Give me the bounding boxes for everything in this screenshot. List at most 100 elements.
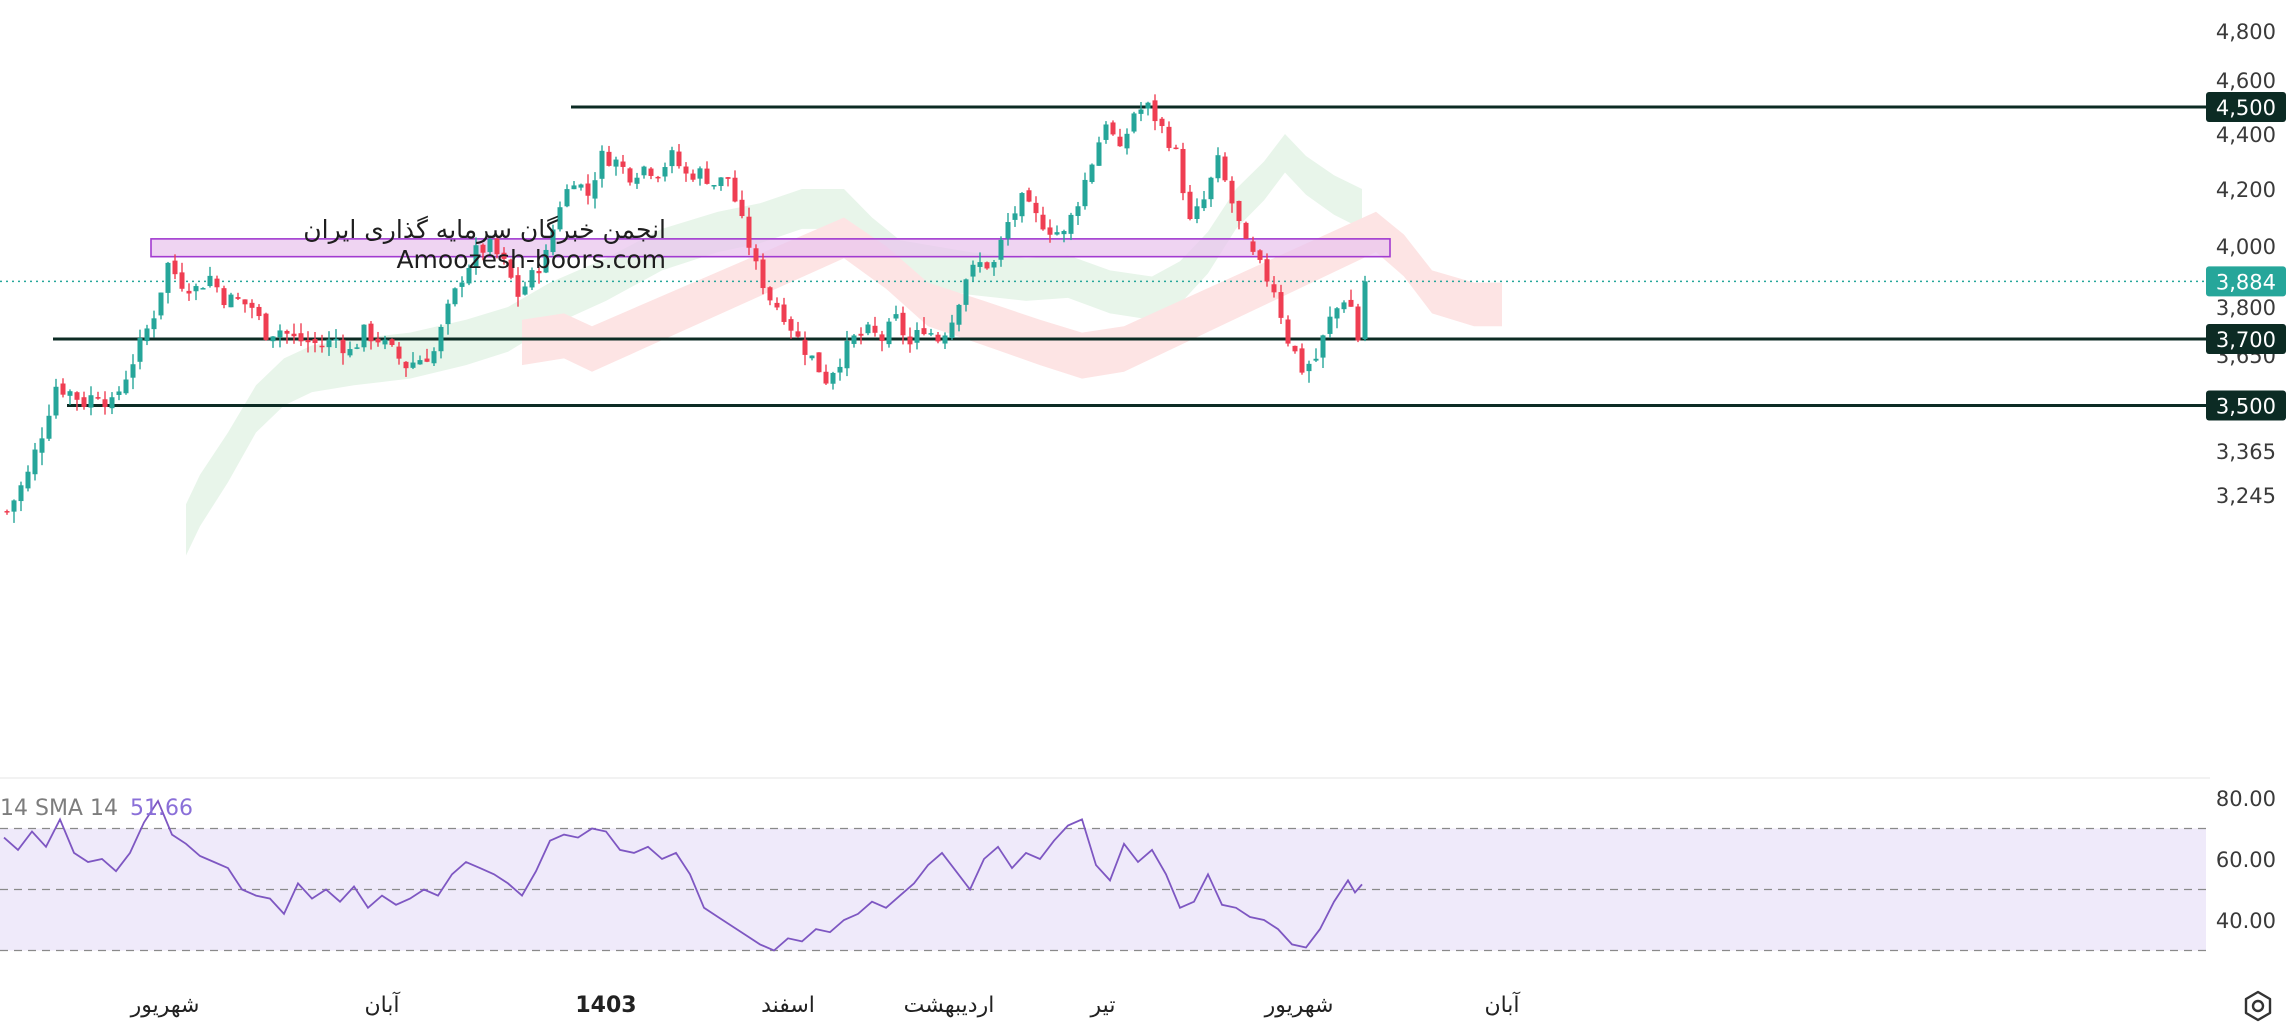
candle-body (53, 386, 59, 416)
candle-body (683, 166, 689, 174)
candle-body (571, 185, 577, 190)
candle-body (1117, 136, 1123, 147)
candle-body (438, 326, 444, 352)
candle-body (375, 338, 381, 343)
candle-body (1271, 284, 1277, 293)
price-tick-label: 3,800 (2216, 296, 2276, 320)
candle-body (1145, 102, 1151, 109)
candle-body (1075, 206, 1081, 216)
candle-body (1173, 147, 1179, 150)
candle-body (116, 391, 122, 395)
candle-body (1159, 118, 1165, 127)
candle-body (158, 292, 164, 316)
candle-body (74, 392, 80, 400)
gear-icon[interactable] (2240, 988, 2276, 1024)
candle-body (130, 364, 136, 378)
candle-body (494, 238, 500, 255)
candle-body (1054, 232, 1060, 235)
candle-body (1089, 164, 1095, 183)
candle-body (998, 239, 1004, 260)
candle-body (312, 339, 318, 344)
candle-body (263, 313, 269, 340)
time-tick-label: تیر (1090, 993, 1116, 1018)
candle-body (102, 399, 108, 408)
candle-body (18, 485, 24, 502)
candle-body (907, 336, 913, 345)
candle-body (1285, 319, 1291, 344)
candle-body (11, 500, 17, 512)
candle-body (676, 151, 682, 167)
candle-body (802, 339, 808, 355)
price-tick-label: 4,000 (2216, 235, 2276, 259)
candle-body (1201, 199, 1207, 209)
candle-body (900, 312, 906, 336)
candle-body (67, 391, 73, 396)
candle-body (123, 379, 129, 394)
candle-body (746, 216, 752, 248)
price-tick-label: 4,600 (2216, 69, 2276, 93)
candle-body (277, 330, 283, 338)
candle-body (949, 322, 955, 339)
candle-body (970, 264, 976, 277)
candle-body (1138, 109, 1144, 114)
candle-body (235, 297, 241, 299)
level-price-badge[interactable] (2206, 92, 2286, 122)
current-price-badge[interactable] (2206, 266, 2286, 297)
candle-body (1362, 281, 1368, 339)
time-tick-label: اردیبهشت (904, 993, 995, 1018)
time-tick-label: شهریور (1264, 993, 1334, 1018)
candle-body (1257, 250, 1263, 260)
resistance-zone-box (150, 238, 1391, 258)
candle-body (4, 511, 10, 513)
candle-body (816, 352, 822, 373)
candle-body (1047, 227, 1053, 235)
time-tick-label: آبان (364, 991, 400, 1018)
price-badge-label: 3,700 (2216, 328, 2276, 352)
candle-body (25, 471, 31, 489)
level-price-badge[interactable] (2206, 390, 2286, 421)
price-badge-label: 3,884 (2216, 270, 2276, 294)
price-badge-label: 4,500 (2216, 96, 2276, 120)
watermark-url: Amoozesh-boors.com (396, 245, 666, 274)
candle-body (1306, 363, 1312, 372)
candle-body (886, 321, 892, 345)
candle-body (865, 324, 871, 334)
time-axis[interactable]: شهریور آبان 1403 اسفند اردیبهشت تیر شهریور آبان (130, 991, 1521, 1018)
candle-body (1124, 133, 1130, 149)
candle-body (991, 262, 997, 268)
rsi-tick-label: 40.00 (2216, 909, 2276, 933)
candle-body (1166, 126, 1172, 148)
candle-body (781, 304, 787, 322)
candle-body (557, 207, 563, 230)
support-resistance-levels (0, 105, 2206, 408)
candle-body (599, 150, 605, 179)
level-price-badge[interactable] (2206, 324, 2286, 354)
candle-body (368, 323, 374, 342)
candle-body (424, 358, 430, 362)
candle-body (823, 371, 829, 384)
candle-body (774, 302, 780, 308)
candle-body (851, 335, 857, 344)
candle-body (1215, 155, 1221, 179)
candle-body (879, 334, 885, 341)
candle-body (620, 161, 626, 167)
candle-body (1194, 206, 1200, 219)
candle-body (39, 438, 45, 453)
price-tick-label: 4,200 (2216, 178, 2276, 202)
candle-body (473, 245, 479, 268)
candle-body (1313, 358, 1319, 361)
candle-body (165, 262, 171, 293)
candle-body (354, 347, 360, 349)
candle-body (1026, 190, 1032, 202)
candle-body (410, 362, 416, 368)
price-tick-label: 4,400 (2216, 123, 2276, 147)
candle-body (697, 168, 703, 179)
candle-body (298, 333, 304, 342)
candle-body (207, 275, 213, 287)
candle-body (655, 176, 661, 179)
candle-body (326, 339, 332, 348)
price-axis[interactable]: 4,8004,6004,4004,2004,0003,8003,6503,365… (0, 20, 2286, 779)
candle-body (137, 338, 143, 362)
candle-body (179, 272, 185, 289)
